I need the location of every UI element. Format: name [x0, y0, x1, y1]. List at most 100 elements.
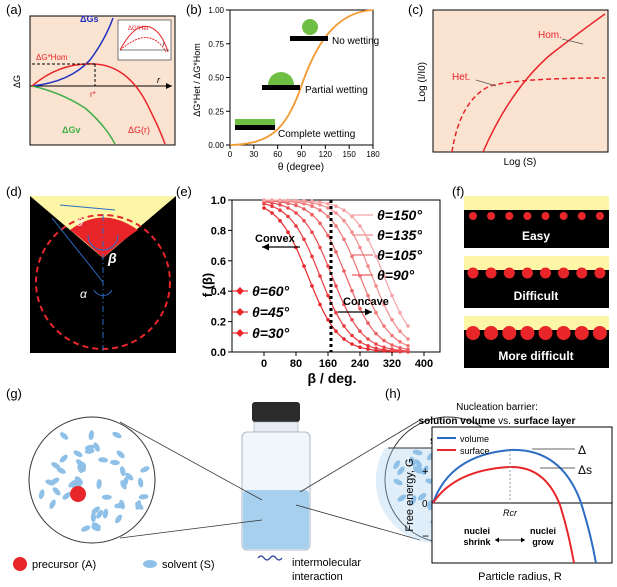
panel-c-hom-curve	[482, 13, 606, 153]
panel-g-solvent-molecule	[393, 460, 401, 470]
panel-e-curve-marker	[374, 310, 378, 315]
panel-h-legend-surface: surface	[460, 446, 490, 456]
panel-b-film-complete	[235, 119, 275, 125]
panel-g-bulk-precursor	[70, 486, 86, 502]
panel-e-x-tick-label: 160	[319, 358, 337, 370]
panel-e-curve-marker	[350, 230, 354, 234]
panel-a-rstar-label: r*	[90, 90, 96, 99]
panel-h-letter: (h)	[385, 386, 401, 401]
panel-g-solvent-molecule	[96, 479, 102, 489]
panel-e-left-label-diamond	[236, 329, 244, 337]
panel-c-ylabel: Log (I/I0)	[417, 62, 428, 102]
panel-e-curve-marker	[326, 293, 330, 298]
panel-e-left-label-diamond	[236, 287, 244, 295]
panel-e-x-tick-label: 80	[290, 358, 302, 370]
panel-e-curve-marker	[358, 340, 362, 344]
panel-b-substrate-no	[290, 36, 328, 41]
panel-e-curve-marker	[286, 198, 290, 203]
panel-h-delta-s: Δs	[578, 463, 592, 477]
panel-e-curve-marker	[390, 293, 394, 298]
panel-a-inset-label: ΔG*Het	[128, 26, 149, 32]
panel-e-curve-marker	[294, 224, 298, 228]
panel-e-curve-marker	[294, 198, 298, 203]
panel-e-curve-marker	[310, 212, 314, 217]
panel-b-complete-wetting: Complete wetting	[278, 129, 355, 140]
panel-b-no-wetting: No wetting	[332, 36, 379, 47]
panel-e-right-label: θ=90°	[377, 267, 415, 283]
panel-a-surface-label: ΔGs	[80, 14, 98, 24]
panel-f-row-nucleus	[502, 326, 517, 340]
panel-b-drop-no	[302, 19, 318, 35]
panel-d: (d) θ β α	[6, 184, 176, 353]
panel-f-row-nucleus	[503, 267, 515, 279]
panel-d-letter: (d)	[6, 184, 22, 199]
panel-e-right-label: θ=105°	[377, 247, 422, 263]
panel-e-convex: Convex	[255, 233, 296, 245]
panel-e-curve-marker	[318, 203, 322, 207]
panel-f-row-nucleus	[594, 267, 606, 279]
panel-e-curve-marker	[342, 324, 346, 328]
panel-e-curve-marker	[278, 219, 282, 223]
panel-e-curve-marker	[318, 208, 322, 212]
panel-b-y-tick-label: 0.75	[208, 40, 224, 49]
panel-b-x-tick-label: 180	[366, 150, 380, 159]
panel-g-solvent-molecule	[417, 492, 427, 501]
panel-e-curve-marker	[310, 199, 314, 204]
panel-f-row-nucleus	[558, 267, 570, 279]
panel-f-row-nucleus	[520, 326, 535, 340]
panel-g-solvent-molecule	[414, 459, 422, 468]
panel-a-inset-axis-label: r	[163, 42, 165, 48]
panel-h-title-1: Nucleation barrier:	[456, 402, 538, 413]
panel-g-solvent-molecule	[413, 465, 423, 472]
panel-g-solvent-molecule	[397, 466, 405, 475]
panel-e-curve-marker	[366, 237, 370, 242]
panel-e-curves	[262, 198, 410, 354]
panel-e-curve-marker	[358, 306, 362, 311]
panel-g-letter: (g)	[6, 386, 22, 401]
panel-f-row-substrate	[464, 330, 609, 368]
panel-e-curve-marker	[326, 201, 330, 206]
panel-f-row-nucleus	[577, 212, 586, 220]
panel-e-curve-marker	[310, 230, 314, 234]
panel-e-curve-marker	[294, 211, 298, 215]
panel-c-hom-label: Hom.	[538, 30, 562, 41]
panel-h-grow-1: nuclei	[530, 526, 556, 536]
panel-e-curve-marker	[382, 338, 386, 343]
panel-b-substrate-partial	[262, 85, 300, 90]
panel-b: (b) 0.00 0.25 0.50 0.75 1.00 0 30 60 90 120 150 18…	[186, 2, 380, 173]
panel-e-right-label: θ=150°	[377, 207, 422, 223]
panel-f-row-nucleus	[485, 267, 497, 279]
panel-g-legend-precursor: precursor (A)	[32, 559, 96, 571]
panel-h-shrink-1: nuclei	[464, 526, 490, 536]
panel-e-curve-marker	[406, 344, 410, 348]
panel-g-solvent-molecule	[56, 467, 66, 474]
panel-a-volume-curve	[31, 85, 116, 145]
panel-a-surface-curve	[31, 17, 114, 87]
panel-a-ylabel: ΔG	[12, 75, 22, 88]
panel-f-rows: Easy Difficult More difficult	[464, 196, 609, 368]
panel-g-solvent-molecule	[119, 466, 126, 477]
panel-e-curve-marker	[326, 206, 330, 210]
panel-f-row-solution	[464, 256, 609, 270]
panel-e-curve-marker	[390, 333, 394, 338]
panel-h-plus: +	[422, 466, 428, 478]
panel-e-curve-marker	[318, 245, 322, 250]
panel-d-alpha-arc	[93, 289, 113, 297]
panel-e-curve-marker	[342, 237, 346, 242]
panel-e-curve-marker	[270, 211, 274, 215]
panel-e-curve-marker	[390, 343, 394, 347]
panel-e-curve-marker	[286, 214, 290, 219]
panel-h-title-volume: solution volume	[419, 416, 496, 427]
panel-e-curve-marker	[366, 344, 370, 348]
panel-b-y-tick-label: 0.50	[208, 74, 224, 83]
panel-e-y-tick-label: 0.2	[211, 317, 226, 329]
panel-e-curve-marker	[390, 318, 394, 322]
panel-e-curve-marker	[382, 324, 386, 328]
panel-g-solvent-molecule	[140, 466, 150, 473]
panel-e-curve-marker	[342, 302, 346, 307]
panel-b-letter: (b)	[186, 2, 202, 17]
panel-e-curve-marker	[334, 211, 338, 215]
panel-e-curve-marker	[366, 321, 370, 325]
panel-b-drop-partial	[268, 72, 294, 85]
panel-e-letter: (e)	[176, 184, 192, 199]
